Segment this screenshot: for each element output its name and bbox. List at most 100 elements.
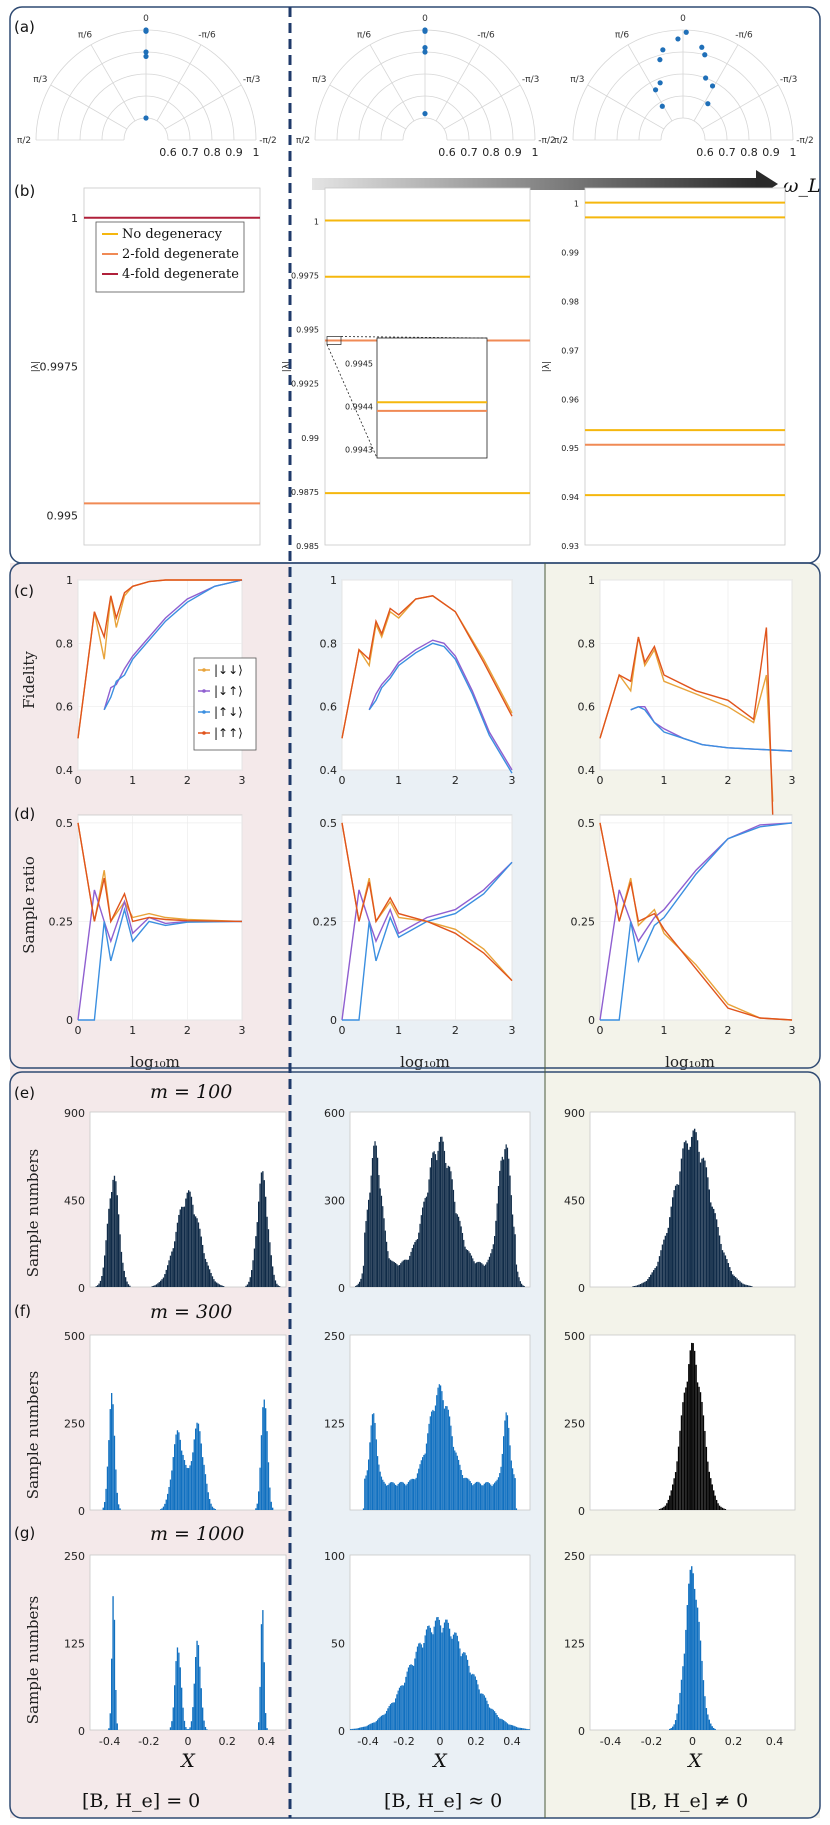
hist-bar [676, 1713, 678, 1730]
eigen-ylabel: |λ| [282, 361, 292, 372]
hist-bar [260, 1172, 263, 1287]
polar-angle-label: -π/6 [198, 30, 216, 40]
hist-bar [500, 1160, 502, 1287]
hist-bar [692, 1573, 694, 1730]
hist-bar [368, 1199, 370, 1287]
hist-bar [259, 1467, 261, 1510]
hist-bar [714, 1728, 716, 1730]
polar-angle-label: π/2 [554, 136, 568, 146]
hist-bar [106, 1223, 109, 1287]
hist-bar [666, 1503, 668, 1510]
hist-bar [410, 1251, 412, 1287]
hist-bar [245, 1285, 247, 1287]
fidelity-series-line [368, 642, 513, 774]
hist-bar [405, 1676, 407, 1730]
hist-bar [206, 1729, 208, 1730]
ratio-series-line [342, 861, 513, 1021]
hist-bar [450, 1636, 452, 1730]
hist-bar [223, 1286, 225, 1287]
hist-bar [513, 1725, 515, 1730]
hist-bar [160, 1509, 162, 1510]
eigen-ytick: 0.98 [561, 297, 579, 306]
hist-bar [406, 1671, 408, 1730]
hist-bar [182, 1206, 184, 1287]
polar-point [703, 75, 709, 81]
fidelity-ytick: 1 [330, 574, 337, 587]
hist-bar [508, 1427, 510, 1510]
hist-bar [364, 1726, 366, 1730]
inset-source-box [326, 336, 342, 345]
hist-plot-3-1: 0 125 250 -0.4 -0.2 0 0.2 0.4 [64, 1550, 287, 1748]
hist-bar [673, 1478, 675, 1510]
hist-bar [422, 1647, 424, 1730]
polar-radius-tick: 0.7 [460, 146, 478, 159]
hist-bar [370, 1723, 372, 1730]
polar-angle-label: π/3 [33, 75, 47, 85]
hist-bar [266, 1728, 268, 1730]
hist-bar [506, 1415, 509, 1510]
polar-plots: 0π/6 -π/6π/3 -π/3π/2 -π/20.6 0.7 0.8 0.9 10π/6-… [17, 14, 814, 159]
panel-label-g: (g) [14, 1524, 35, 1542]
fidelity-series-line [103, 579, 243, 711]
hist-bar [178, 1652, 180, 1730]
hist-bar [698, 1151, 700, 1287]
hist-plot-2-1: 0 250 500 [64, 1330, 287, 1518]
hist-xtick: -0.4 [600, 1735, 621, 1748]
polar-angle-label: -π/6 [477, 30, 495, 40]
hist-bar [105, 1488, 107, 1510]
hist-bar [476, 1262, 478, 1287]
hist-bar [663, 1239, 665, 1287]
hist-bar [414, 1658, 416, 1730]
hist-bar [497, 1477, 500, 1510]
hist-bar [679, 1692, 681, 1730]
hist-bar [400, 1481, 402, 1510]
polar-grid-spoke [329, 84, 407, 130]
ratio-plot-3: 0 1 2 3 0 0.25 0.5 [571, 814, 796, 1037]
hist-bar [692, 1343, 694, 1510]
hist-bar [380, 1195, 383, 1287]
hist-bar [442, 1400, 444, 1510]
hist-bar [113, 1435, 116, 1510]
hist-bar [468, 1665, 470, 1730]
fidelity-xtick: 0 [597, 774, 604, 787]
hist-bar [183, 1460, 186, 1510]
hist-bar [356, 1728, 358, 1730]
polar-point [143, 28, 149, 34]
hist-bar [188, 1468, 190, 1510]
hist-bar [506, 1147, 509, 1287]
hist-bar [437, 1616, 439, 1730]
hist-bar [423, 1201, 425, 1287]
hist-bar [195, 1216, 197, 1287]
hist-bar [365, 1726, 367, 1730]
hist-bar [460, 1656, 462, 1730]
hist-ytick: 450 [564, 1195, 585, 1208]
hist-bar [374, 1722, 376, 1730]
fidelity-legend: |↓↓⟩ |↓↑⟩ |↑↓⟩ |↑↑⟩ [193, 657, 257, 751]
polar-point [660, 47, 666, 53]
hist-bar [382, 1206, 384, 1287]
hist-bar [119, 1234, 121, 1287]
eigen-ylabel: |λ| [542, 361, 552, 372]
hist-bar [689, 1350, 691, 1510]
hist-bar [116, 1195, 118, 1287]
hist-bar [519, 1281, 521, 1287]
hist-bar [702, 1157, 705, 1287]
omega-arrow: ω_L [312, 170, 821, 198]
hist-bar [708, 1189, 710, 1287]
hist-bar [214, 1281, 216, 1287]
hist-bar [279, 1286, 281, 1287]
hist-bar [251, 1270, 253, 1287]
caption-commuting: [B, H_e] = 0 [82, 1790, 200, 1812]
hist-bar [172, 1457, 174, 1510]
hist-bar [730, 1270, 732, 1287]
hist-bar [647, 1279, 649, 1287]
hist-bar [109, 1198, 111, 1287]
hist-bar [108, 1440, 110, 1510]
hist-bar [383, 1218, 385, 1287]
hist-bar [119, 1508, 121, 1510]
hist-bar [276, 1283, 278, 1287]
hist-bar [642, 1282, 645, 1287]
hist-bar [515, 1726, 518, 1730]
hist-bar [106, 1466, 109, 1510]
eigen-ytick: 1 [574, 200, 579, 209]
